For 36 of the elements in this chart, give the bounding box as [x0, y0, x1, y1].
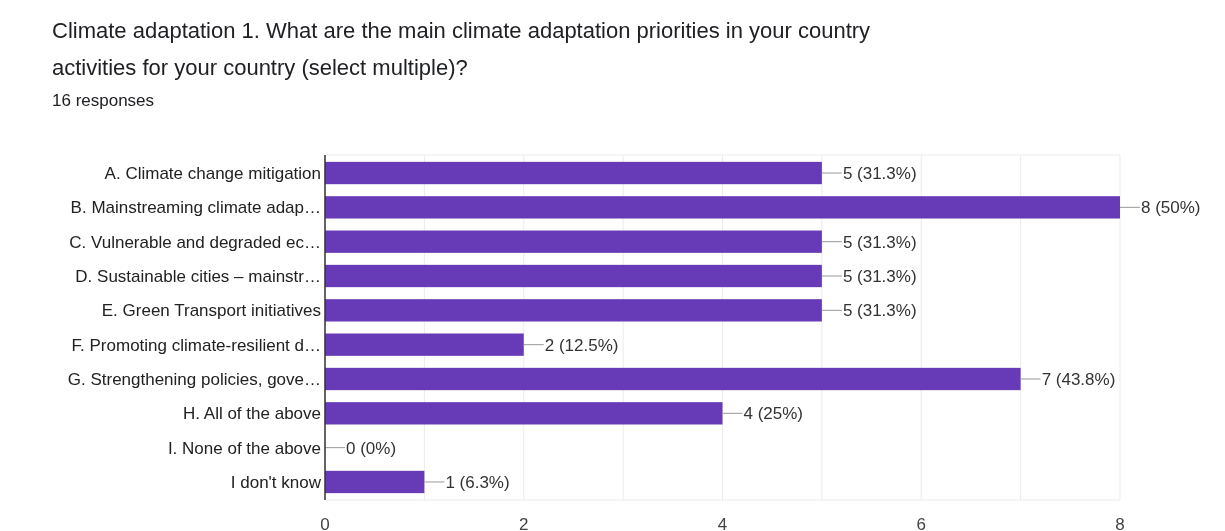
data-label: 8 (50%)	[1141, 198, 1201, 218]
data-label: 1 (6.3%)	[445, 472, 510, 492]
y-tick-label: I don't know	[230, 472, 322, 492]
data-label: 2 (12.5%)	[544, 335, 619, 355]
bar	[325, 470, 425, 494]
data-label: 5 (31.3%)	[842, 232, 917, 252]
y-tick-label: B. Mainstreaming climate adap…	[70, 198, 321, 218]
data-label: 5 (31.3%)	[842, 266, 917, 286]
x-tick-label: 0	[320, 515, 330, 531]
data-label: 4 (25%)	[743, 404, 804, 424]
x-tick-label: 2	[519, 515, 529, 531]
bar	[325, 367, 1021, 391]
y-tick-label: F. Promoting climate-resilient d…	[71, 335, 321, 355]
x-tick-label: 6	[916, 515, 926, 531]
bar	[325, 299, 822, 322]
x-tick-label: 8	[1115, 515, 1125, 531]
y-tick-label: D. Sustainable cities – mainstr…	[75, 266, 321, 286]
chart-title: Climate adaptation 1. What are the main climate adaptation priorities in your country activities for your country (select multiple)?	[52, 18, 871, 80]
x-tick-label: 4	[717, 515, 728, 531]
bar	[325, 161, 822, 185]
bar	[325, 196, 1120, 219]
data-label: 0 (0%)	[346, 438, 397, 458]
data-label: 7 (43.8%)	[1041, 369, 1116, 389]
y-tick-label: A. Climate change mitigation	[104, 163, 321, 183]
data-label: 5 (31.3%)	[842, 301, 917, 321]
bar	[325, 230, 822, 253]
text: 16 responses	[52, 91, 155, 110]
y-tick-label: E. Green Transport initiatives	[101, 301, 321, 321]
y-tick-label: C. Vulnerable and degraded ec…	[69, 232, 321, 252]
bar	[325, 333, 524, 356]
y-tick-label: G. Strengthening policies, gove…	[67, 369, 321, 389]
data-label: 5 (31.3%)	[842, 163, 917, 183]
y-tick-label: H. All of the above	[183, 404, 321, 424]
bar	[325, 402, 723, 425]
y-tick-label: I. None of the above	[167, 438, 321, 458]
bar	[325, 264, 822, 288]
